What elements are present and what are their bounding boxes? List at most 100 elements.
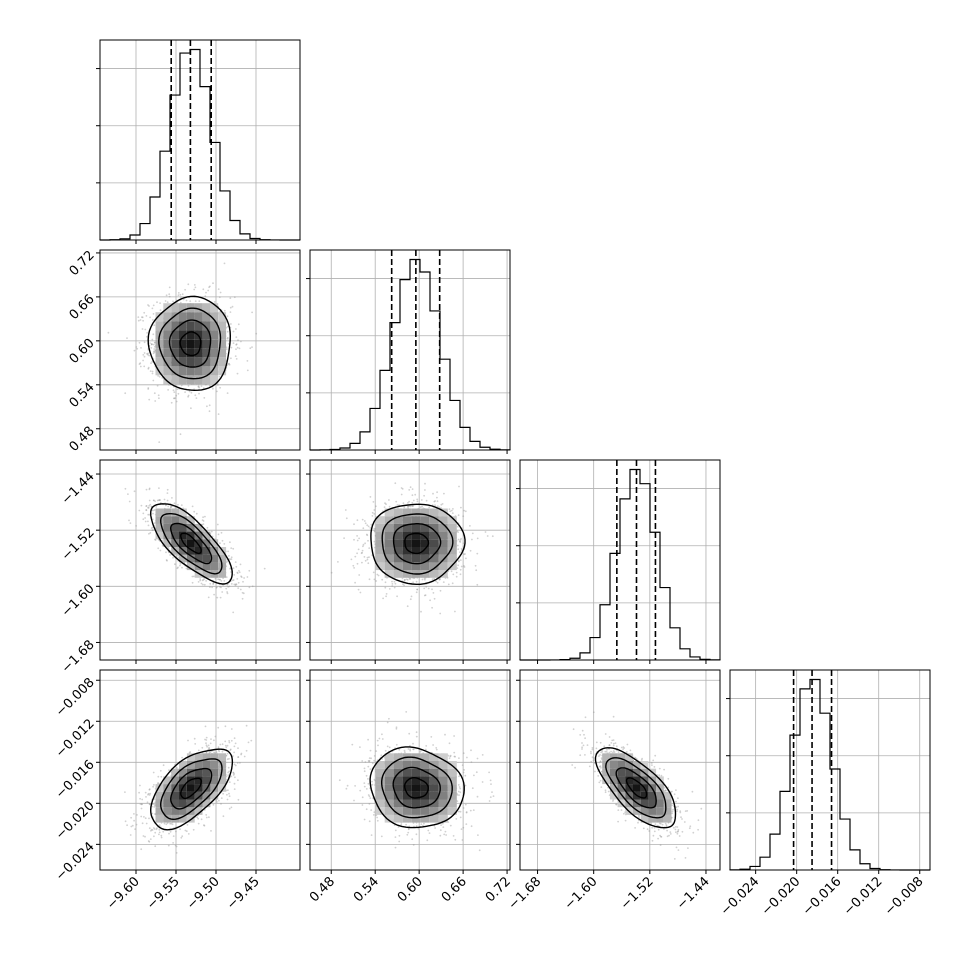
scatter-point [197, 581, 200, 583]
scatter-point [385, 593, 388, 595]
scatter-point [416, 498, 419, 501]
scatter-point [356, 519, 359, 522]
scatter-point [168, 286, 171, 289]
density-cell [429, 531, 439, 540]
scatter-point [235, 565, 238, 568]
scatter-point [159, 302, 162, 304]
scatter-point [199, 579, 202, 582]
density-cell [179, 303, 187, 313]
scatter-point [237, 798, 240, 801]
scatter-point [242, 592, 245, 595]
scatter-point [406, 605, 409, 608]
scatter-point [432, 492, 434, 495]
scatter-point [165, 551, 167, 554]
scatter-point [423, 494, 425, 497]
scatter-point [366, 556, 369, 559]
scatter-point [232, 611, 235, 614]
scatter-point [149, 342, 151, 344]
scatter-point [421, 578, 424, 581]
density-cell [384, 539, 394, 547]
scatter-point [173, 397, 175, 400]
y-tick-label: −1.68 [59, 638, 98, 677]
scatter-point [145, 505, 148, 507]
scatter-point [200, 385, 203, 387]
scatter-point [475, 569, 478, 572]
scatter-point [148, 354, 151, 357]
scatter-point [215, 586, 218, 589]
scatter-point [212, 583, 215, 586]
density-cell [179, 348, 187, 358]
scatter-point [158, 499, 161, 502]
scatter-point [248, 569, 251, 572]
density-cell [411, 539, 421, 547]
scatter-point [179, 564, 181, 567]
scatter-point [425, 499, 428, 502]
density-cell [429, 523, 439, 532]
scatter-point [184, 288, 187, 291]
density-cell [429, 539, 439, 547]
scatter-point [373, 530, 376, 532]
contour-line [168, 319, 212, 368]
scatter-point [241, 597, 244, 600]
scatter-point [251, 311, 254, 314]
scatter-point [156, 384, 159, 387]
density-cell [186, 366, 195, 376]
scatter-point [149, 316, 152, 319]
scatter-point [456, 544, 459, 547]
scatter-point [412, 581, 414, 584]
scatter-point [375, 505, 377, 508]
scatter-point [229, 311, 232, 313]
density-cell [384, 516, 394, 524]
scatter-point [248, 586, 251, 589]
scatter-point [129, 834, 132, 836]
scatter-point [201, 519, 204, 521]
scatter-point [438, 578, 441, 581]
scatter-point [403, 584, 405, 587]
scatter-point [376, 573, 379, 576]
scatter-point [363, 520, 366, 522]
density-cell [210, 321, 219, 331]
scatter-point [237, 587, 240, 589]
density-cell [186, 516, 195, 524]
scatter-point [154, 400, 157, 402]
density-cell [429, 562, 439, 571]
scatter-point [216, 523, 219, 526]
scatter-point [153, 522, 156, 524]
scatter-point [371, 511, 374, 514]
y-tick-label: −1.60 [59, 581, 98, 620]
density-cell [393, 516, 403, 524]
scatter-point [152, 512, 154, 515]
scatter-point [206, 745, 209, 748]
scatter-point [179, 293, 182, 296]
density-cell [402, 508, 412, 517]
scatter-point [223, 262, 226, 265]
scatter-point [235, 583, 238, 586]
scatter-point [486, 535, 489, 537]
scatter-point [180, 504, 183, 506]
scatter-point [408, 578, 411, 580]
scatter-point [187, 385, 190, 387]
scatter-point [210, 530, 213, 533]
scatter-point [425, 586, 428, 588]
scatter-point [440, 503, 443, 506]
scatter-point [226, 798, 229, 801]
scatter-point [203, 824, 205, 826]
scatter-point [137, 319, 140, 322]
scatter-point [186, 824, 189, 826]
scatter-point [209, 751, 212, 753]
scatter-point [226, 752, 229, 755]
scatter-point [184, 391, 187, 393]
scatter-point [356, 535, 358, 537]
scatter-point [415, 580, 418, 583]
density-cell [438, 531, 448, 540]
density-cell [171, 303, 179, 313]
scatter-point [458, 540, 461, 543]
scatter-point [217, 413, 220, 415]
scatter-point [137, 316, 140, 318]
scatter-point [164, 300, 167, 302]
scatter-point [236, 571, 239, 574]
scatter-point [141, 316, 144, 319]
scatter-point [364, 559, 367, 562]
scatter-point [150, 347, 153, 349]
scatter-point [353, 523, 355, 526]
